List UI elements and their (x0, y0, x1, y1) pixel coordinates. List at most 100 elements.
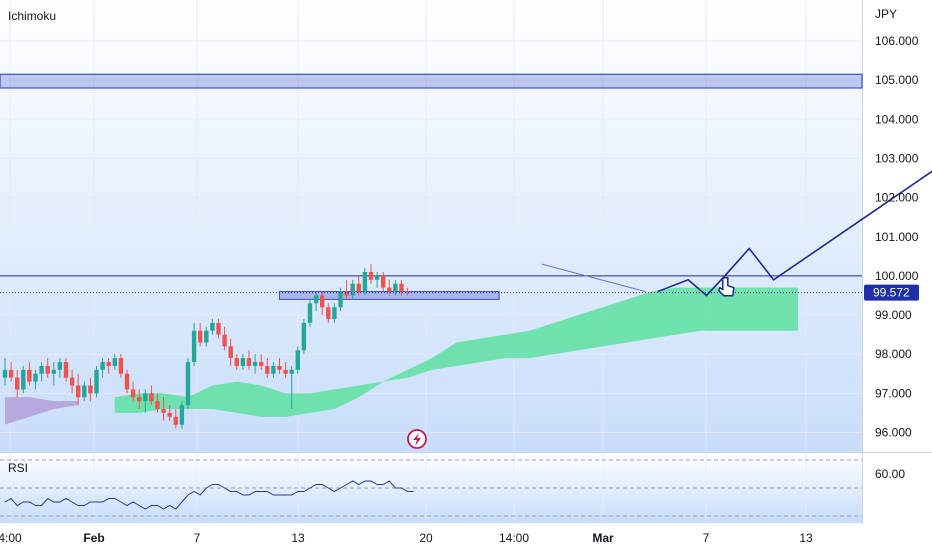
indicator-label-ichimoku[interactable]: Ichimoku (8, 9, 57, 23)
candle (2, 358, 8, 386)
candle (82, 381, 87, 402)
candle (405, 287, 410, 296)
time-axis[interactable]: 4:00 Feb 7 13 20 14:00 Mar 7 13 (0, 531, 813, 545)
candle (8, 362, 14, 382)
candle (155, 393, 160, 413)
candle (137, 389, 142, 410)
candle (301, 318, 307, 355)
lightning-icon[interactable] (407, 429, 427, 449)
candle (210, 318, 215, 335)
candle (106, 358, 111, 374)
price-tick-label: 98.000 (875, 347, 912, 361)
candle (94, 365, 99, 398)
candle (234, 354, 239, 370)
projection-path[interactable] (657, 92, 932, 297)
time-tick-label: 4:00 (0, 531, 22, 545)
candle (283, 362, 288, 378)
candle (124, 369, 130, 394)
rsi-line (4, 480, 414, 510)
candle (191, 322, 197, 366)
price-tick-label: 101.000 (875, 230, 919, 244)
candle (63, 358, 69, 382)
candle (45, 358, 50, 378)
cloud-bearish (5, 397, 79, 425)
candle (320, 291, 325, 316)
candle (216, 318, 221, 339)
price-tick-label: 99.000 (875, 308, 912, 322)
candle (313, 291, 319, 312)
candle (228, 338, 233, 366)
candle (399, 279, 404, 296)
candle (76, 373, 81, 406)
candle (112, 354, 117, 370)
indicator-label-rsi[interactable]: RSI (8, 461, 29, 475)
price-tick-label: 105.000 (875, 73, 919, 87)
price-tick-label: 102.000 (875, 191, 919, 205)
candle (118, 354, 124, 378)
candle (289, 365, 294, 410)
trend-line[interactable] (541, 263, 646, 293)
candle (350, 279, 355, 300)
candle (149, 385, 154, 406)
candle (57, 358, 63, 378)
candle (356, 275, 361, 296)
time-tick-label: 13 (291, 531, 305, 545)
candle (374, 271, 380, 288)
candle (307, 299, 313, 327)
candle (198, 322, 203, 347)
candles (0, 264, 862, 429)
time-tick-label: 14:00 (499, 531, 529, 545)
candle (204, 326, 209, 347)
price-axis[interactable]: JPY 106.000 105.000 104.000 103.000 102.000 10… (864, 7, 919, 481)
candle (130, 381, 136, 402)
time-tick-label: Feb (83, 531, 104, 545)
candle (15, 369, 20, 398)
price-tick-label: 96.000 (875, 426, 912, 440)
price-tick-label: 104.000 (875, 112, 919, 126)
candle (387, 279, 392, 296)
candle (362, 268, 368, 296)
candle (21, 365, 26, 394)
main-pane-background (0, 0, 862, 452)
candle (88, 377, 93, 402)
time-tick-label: 7 (194, 531, 201, 545)
ichimoku-cloud (5, 287, 799, 425)
candle (344, 279, 349, 300)
candle (51, 362, 56, 386)
candle (295, 346, 300, 374)
cloud-bullish (114, 287, 799, 417)
price-tick-label: 100.000 (875, 269, 919, 283)
candle (185, 358, 191, 410)
candle (393, 279, 398, 296)
rsi-tick-label: 60.00 (875, 467, 905, 481)
candle (143, 389, 148, 413)
candle (368, 264, 374, 284)
drawings[interactable] (541, 92, 932, 297)
candle (338, 287, 343, 312)
candle (27, 362, 32, 386)
last-price-badge (864, 284, 919, 301)
candle (39, 362, 44, 382)
hand-cursor-icon (718, 276, 735, 297)
candle (265, 358, 270, 378)
candle (222, 326, 227, 351)
candle (277, 358, 282, 374)
candle (332, 303, 337, 323)
time-tick-label: Mar (592, 531, 614, 545)
price-tick-label: 106.000 (875, 34, 919, 48)
candle (100, 358, 105, 378)
candle (271, 362, 276, 378)
candle (381, 271, 386, 292)
candle (33, 369, 38, 390)
price-tick-label: 97.000 (875, 386, 912, 400)
candle (173, 409, 178, 429)
last-price-label: 99.572 (873, 286, 910, 300)
candle (240, 354, 246, 370)
price-axis-currency: JPY (875, 7, 897, 21)
time-tick-label: 20 (419, 531, 433, 545)
resistance-zone[interactable] (0, 73, 863, 89)
candle (179, 401, 185, 429)
candle (161, 397, 166, 421)
